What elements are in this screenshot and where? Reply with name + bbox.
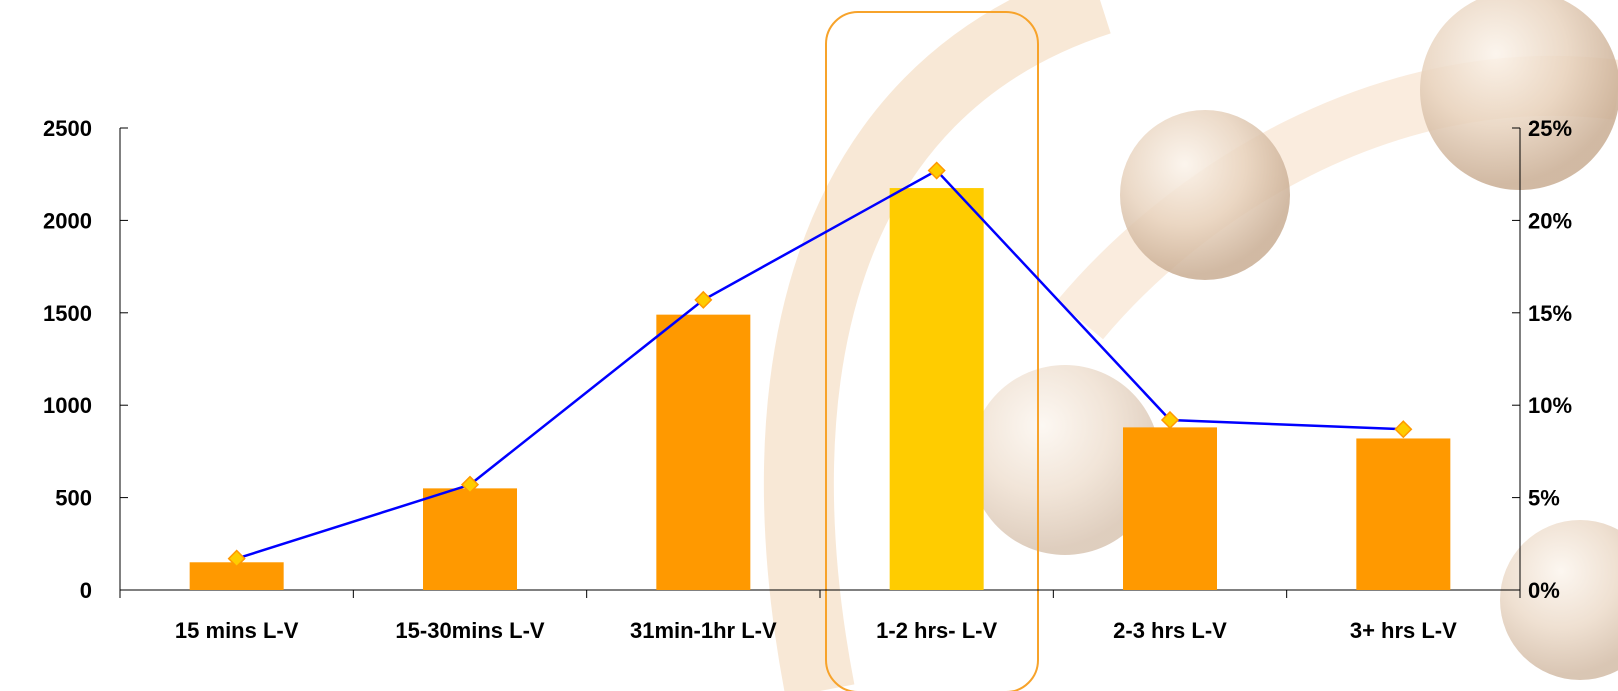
category-label: 2-3 hrs L-V [1113, 618, 1227, 643]
left-tick-label: 2000 [43, 208, 92, 233]
category-label: 15 mins L-V [175, 618, 299, 643]
category-label: 3+ hrs L-V [1350, 618, 1457, 643]
bar [889, 188, 984, 590]
left-tick-label: 1500 [43, 301, 92, 326]
right-tick-label: 15% [1528, 301, 1572, 326]
left-tick-label: 1000 [43, 393, 92, 418]
bars [189, 188, 1451, 590]
right-tick-label: 5% [1528, 486, 1560, 511]
line-point [1394, 420, 1413, 439]
decor-arc-left [763, 0, 1111, 691]
highlight-box [825, 11, 1039, 691]
line-series [227, 161, 1413, 568]
line-path [236, 168, 1404, 560]
category-label: 31min-1hr L-V [630, 618, 777, 643]
category-label: 15-30mins L-V [395, 618, 544, 643]
right-tick-label: 25% [1528, 116, 1572, 141]
bar [423, 488, 517, 590]
left-tick-label: 500 [55, 486, 92, 511]
line-point [927, 161, 946, 180]
decor-ball [970, 365, 1160, 555]
decor-ball [1500, 520, 1618, 680]
decor-ball [1420, 0, 1618, 190]
line-point [460, 475, 480, 494]
line-point [227, 549, 246, 568]
axes [119, 127, 1521, 598]
bar [1123, 427, 1217, 590]
bar [656, 314, 751, 590]
right-tick-label: 10% [1528, 393, 1572, 418]
labels: 0 500 1000 1500 2000 2500 0% 5% 10% 15% 20% 25% 15 m… [43, 116, 1572, 643]
left-tick-label: 2500 [43, 116, 92, 141]
category-label: 1-2 hrs- L-V [876, 618, 997, 643]
bar [1356, 438, 1451, 590]
left-tick-label: 0 [80, 578, 92, 603]
right-tick-label: 0% [1528, 578, 1560, 603]
line-point [1160, 410, 1180, 430]
line-point [694, 290, 713, 309]
background-decoration [763, 0, 1618, 691]
right-tick-label: 20% [1528, 208, 1572, 233]
decor-ball [1120, 110, 1290, 280]
